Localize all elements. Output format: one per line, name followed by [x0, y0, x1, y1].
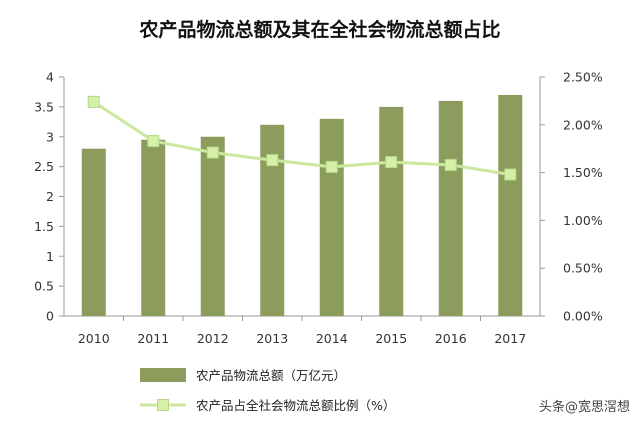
x-tick-label: 2016: [435, 331, 467, 346]
bar-2010: [81, 148, 106, 316]
bar-2013: [260, 124, 285, 316]
y-left-tick-label: 0: [46, 309, 54, 324]
ratio-point-2016: [444, 158, 457, 171]
bar-2017: [498, 94, 523, 316]
ratio-point-2012: [206, 146, 219, 159]
ratio-point-2010: [87, 95, 100, 108]
bar-2015: [379, 106, 404, 316]
chart-title: 农产品物流总额及其在全社会物流总额占比: [138, 18, 500, 41]
y-left-tick-label: 2.5: [34, 159, 54, 174]
legend-swatch-bar: [140, 368, 186, 382]
ratio-series-line: [92, 100, 511, 176]
x-tick-label: 2013: [256, 331, 288, 346]
y-right-tick-label: 2.50%: [563, 70, 603, 85]
ratio-point-2011: [147, 135, 160, 148]
y-left-tick-label: 1: [46, 249, 54, 264]
bar-2011: [141, 139, 166, 316]
y-left-tick-label: 3.5: [34, 99, 54, 114]
y-left-tick-label: 0.5: [34, 279, 54, 294]
bar-2016: [438, 100, 463, 317]
ratio-point-2015: [385, 156, 398, 169]
x-tick-label: 2011: [137, 331, 169, 346]
ratio-point-2017: [504, 168, 517, 181]
y-right-tick-label: 1.50%: [563, 165, 603, 180]
x-tick-label: 2015: [375, 331, 407, 346]
legend-label-line: 农产品占全社会物流总额比例（%）: [196, 398, 395, 413]
y-right-tick-label: 2.00%: [563, 117, 603, 132]
y-left-tick-label: 4: [46, 70, 54, 85]
x-tick-label: 2017: [494, 331, 526, 346]
legend-swatch-marker: [157, 399, 169, 411]
x-tick-label: 2014: [316, 331, 348, 346]
ratio-point-2014: [325, 160, 338, 173]
watermark-text: 头条@宽思滘想: [539, 399, 630, 415]
y-right-tick-label: 0.50%: [563, 261, 603, 276]
ratio-point-2013: [266, 154, 279, 167]
x-tick-label: 2010: [78, 331, 110, 346]
bar-2012: [200, 136, 225, 316]
y-left-tick-label: 1.5: [34, 219, 54, 234]
y-left-tick-label: 2: [46, 189, 54, 204]
legend-label-bar: 农产品物流总额（万亿元）: [196, 368, 346, 383]
y-left-tick-label: 3: [46, 129, 54, 144]
x-tick-label: 2012: [197, 331, 229, 346]
y-right-tick-label: 1.00%: [563, 213, 603, 228]
y-right-tick-label: 0.00%: [563, 309, 603, 324]
bar-2014: [319, 118, 344, 316]
